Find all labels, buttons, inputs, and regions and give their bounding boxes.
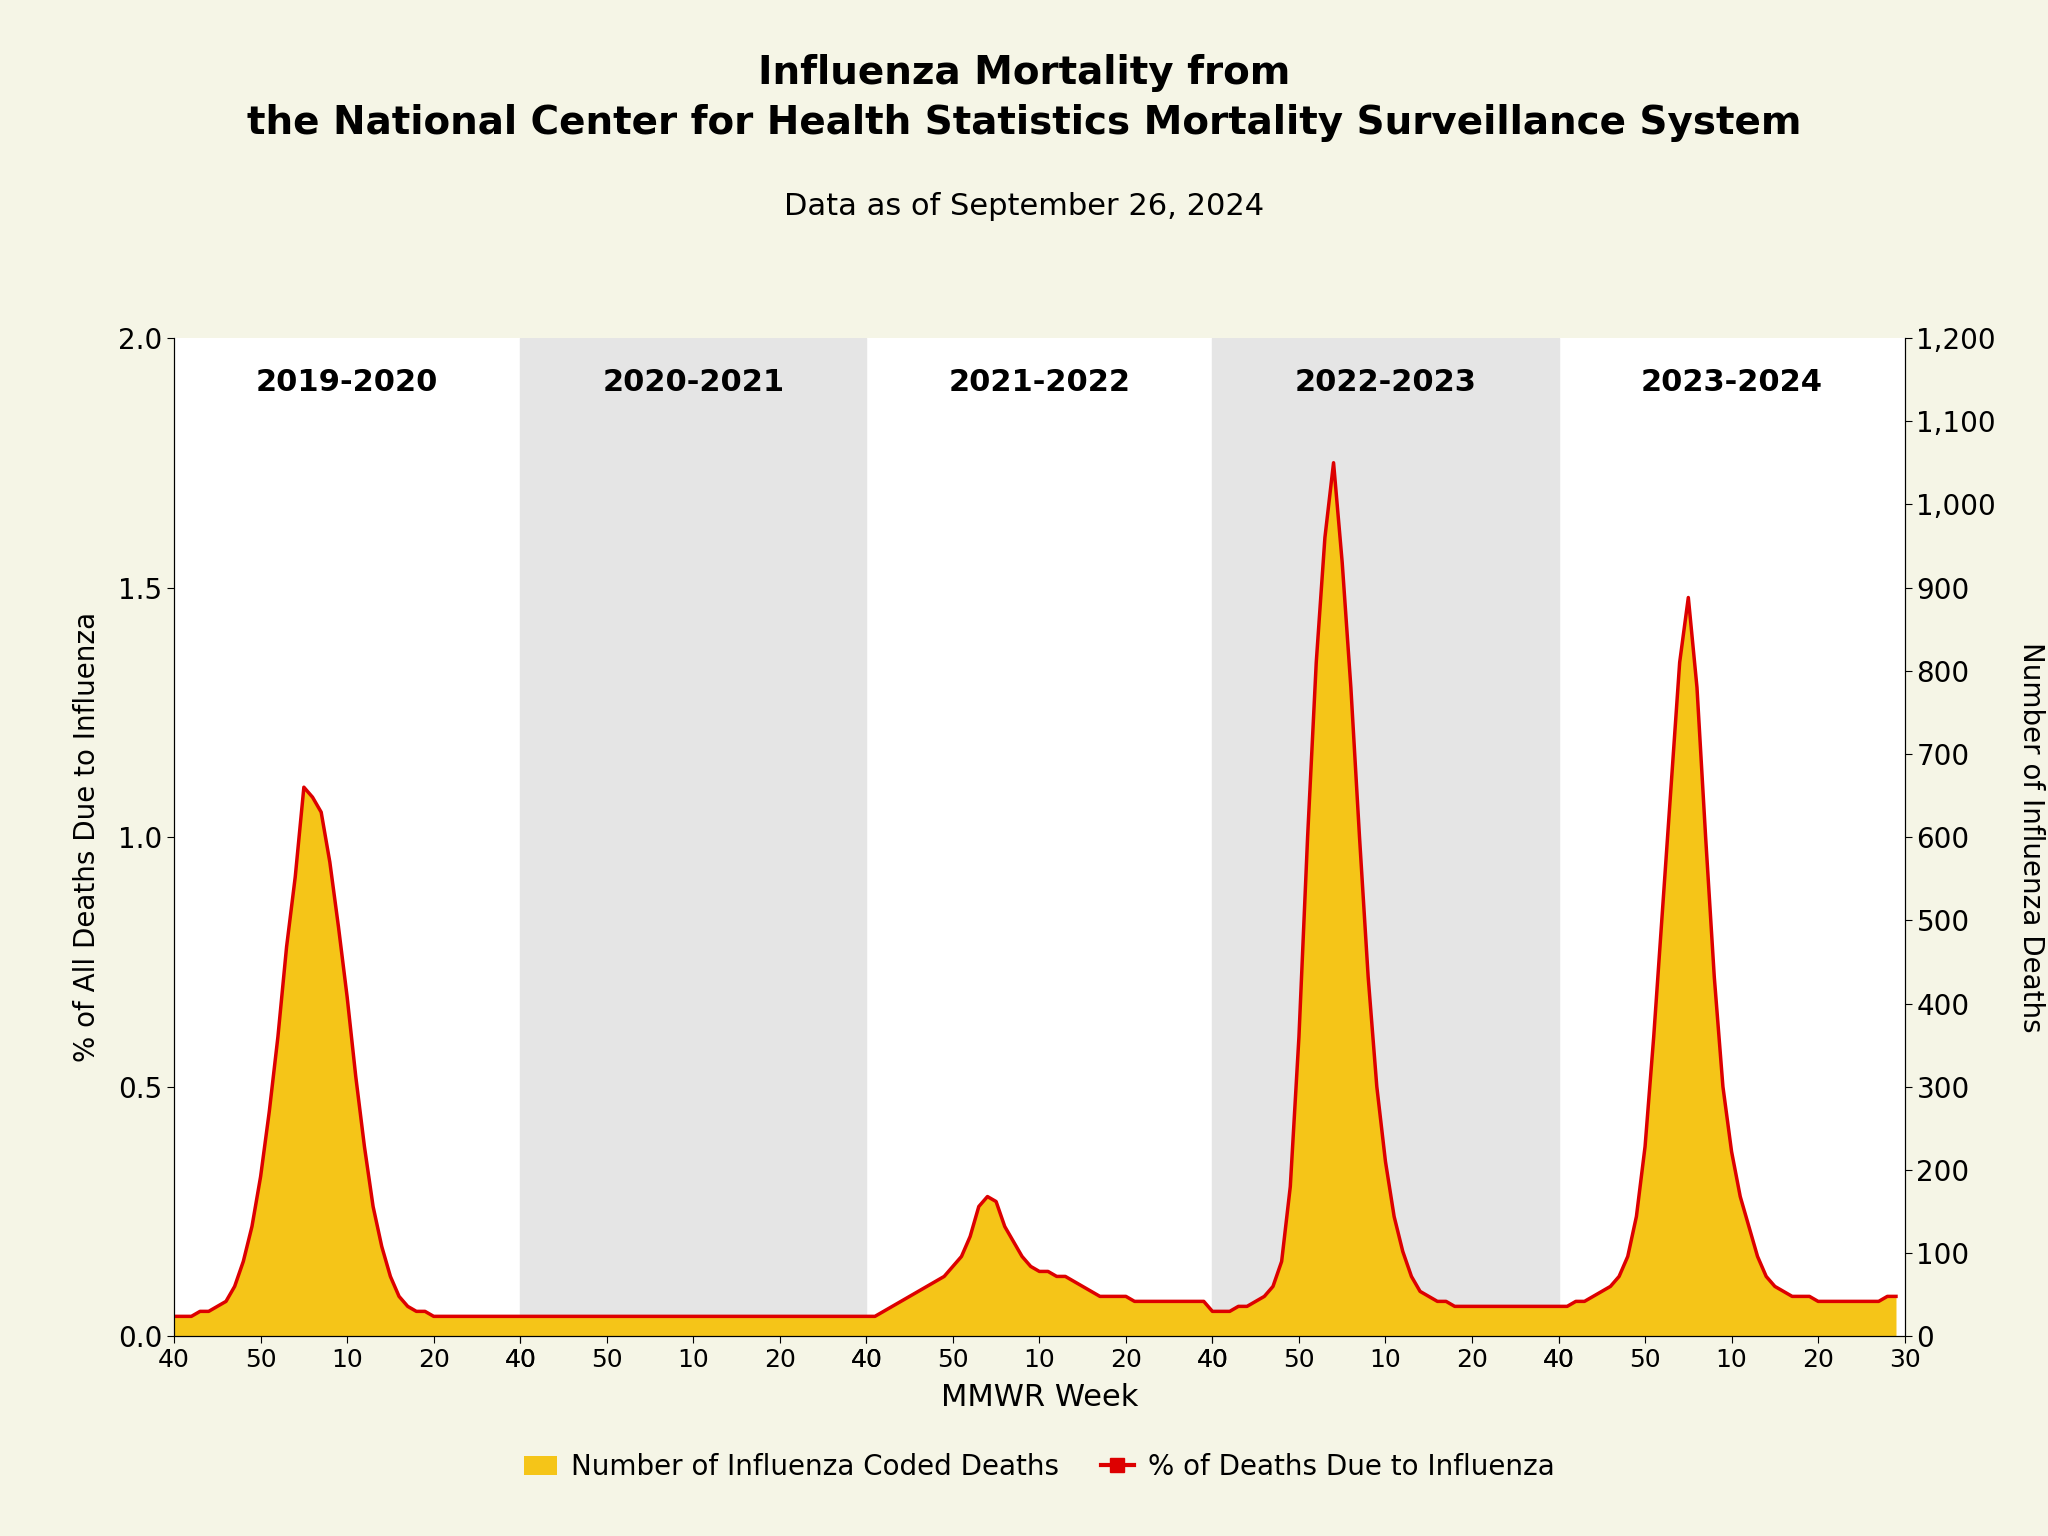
Text: 2023-2024: 2023-2024 — [1640, 369, 1823, 396]
Y-axis label: Number of Influenza Deaths: Number of Influenza Deaths — [2017, 642, 2046, 1032]
Bar — [520, 338, 866, 1336]
Y-axis label: % of All Deaths Due to Influenza: % of All Deaths Due to Influenza — [74, 611, 100, 1063]
Text: Data as of September 26, 2024: Data as of September 26, 2024 — [784, 192, 1264, 221]
Text: 2020-2021: 2020-2021 — [602, 369, 784, 396]
Text: 2021-2022: 2021-2022 — [948, 369, 1130, 396]
Text: 2019-2020: 2019-2020 — [256, 369, 438, 396]
Text: Influenza Mortality from
the National Center for Health Statistics Mortality Sur: Influenza Mortality from the National Ce… — [246, 54, 1802, 141]
X-axis label: MMWR Week: MMWR Week — [940, 1384, 1139, 1412]
Legend: Number of Influenza Coded Deaths, % of Deaths Due to Influenza: Number of Influenza Coded Deaths, % of D… — [512, 1442, 1567, 1491]
Text: 2022-2023: 2022-2023 — [1294, 369, 1477, 396]
Bar — [1212, 338, 1559, 1336]
